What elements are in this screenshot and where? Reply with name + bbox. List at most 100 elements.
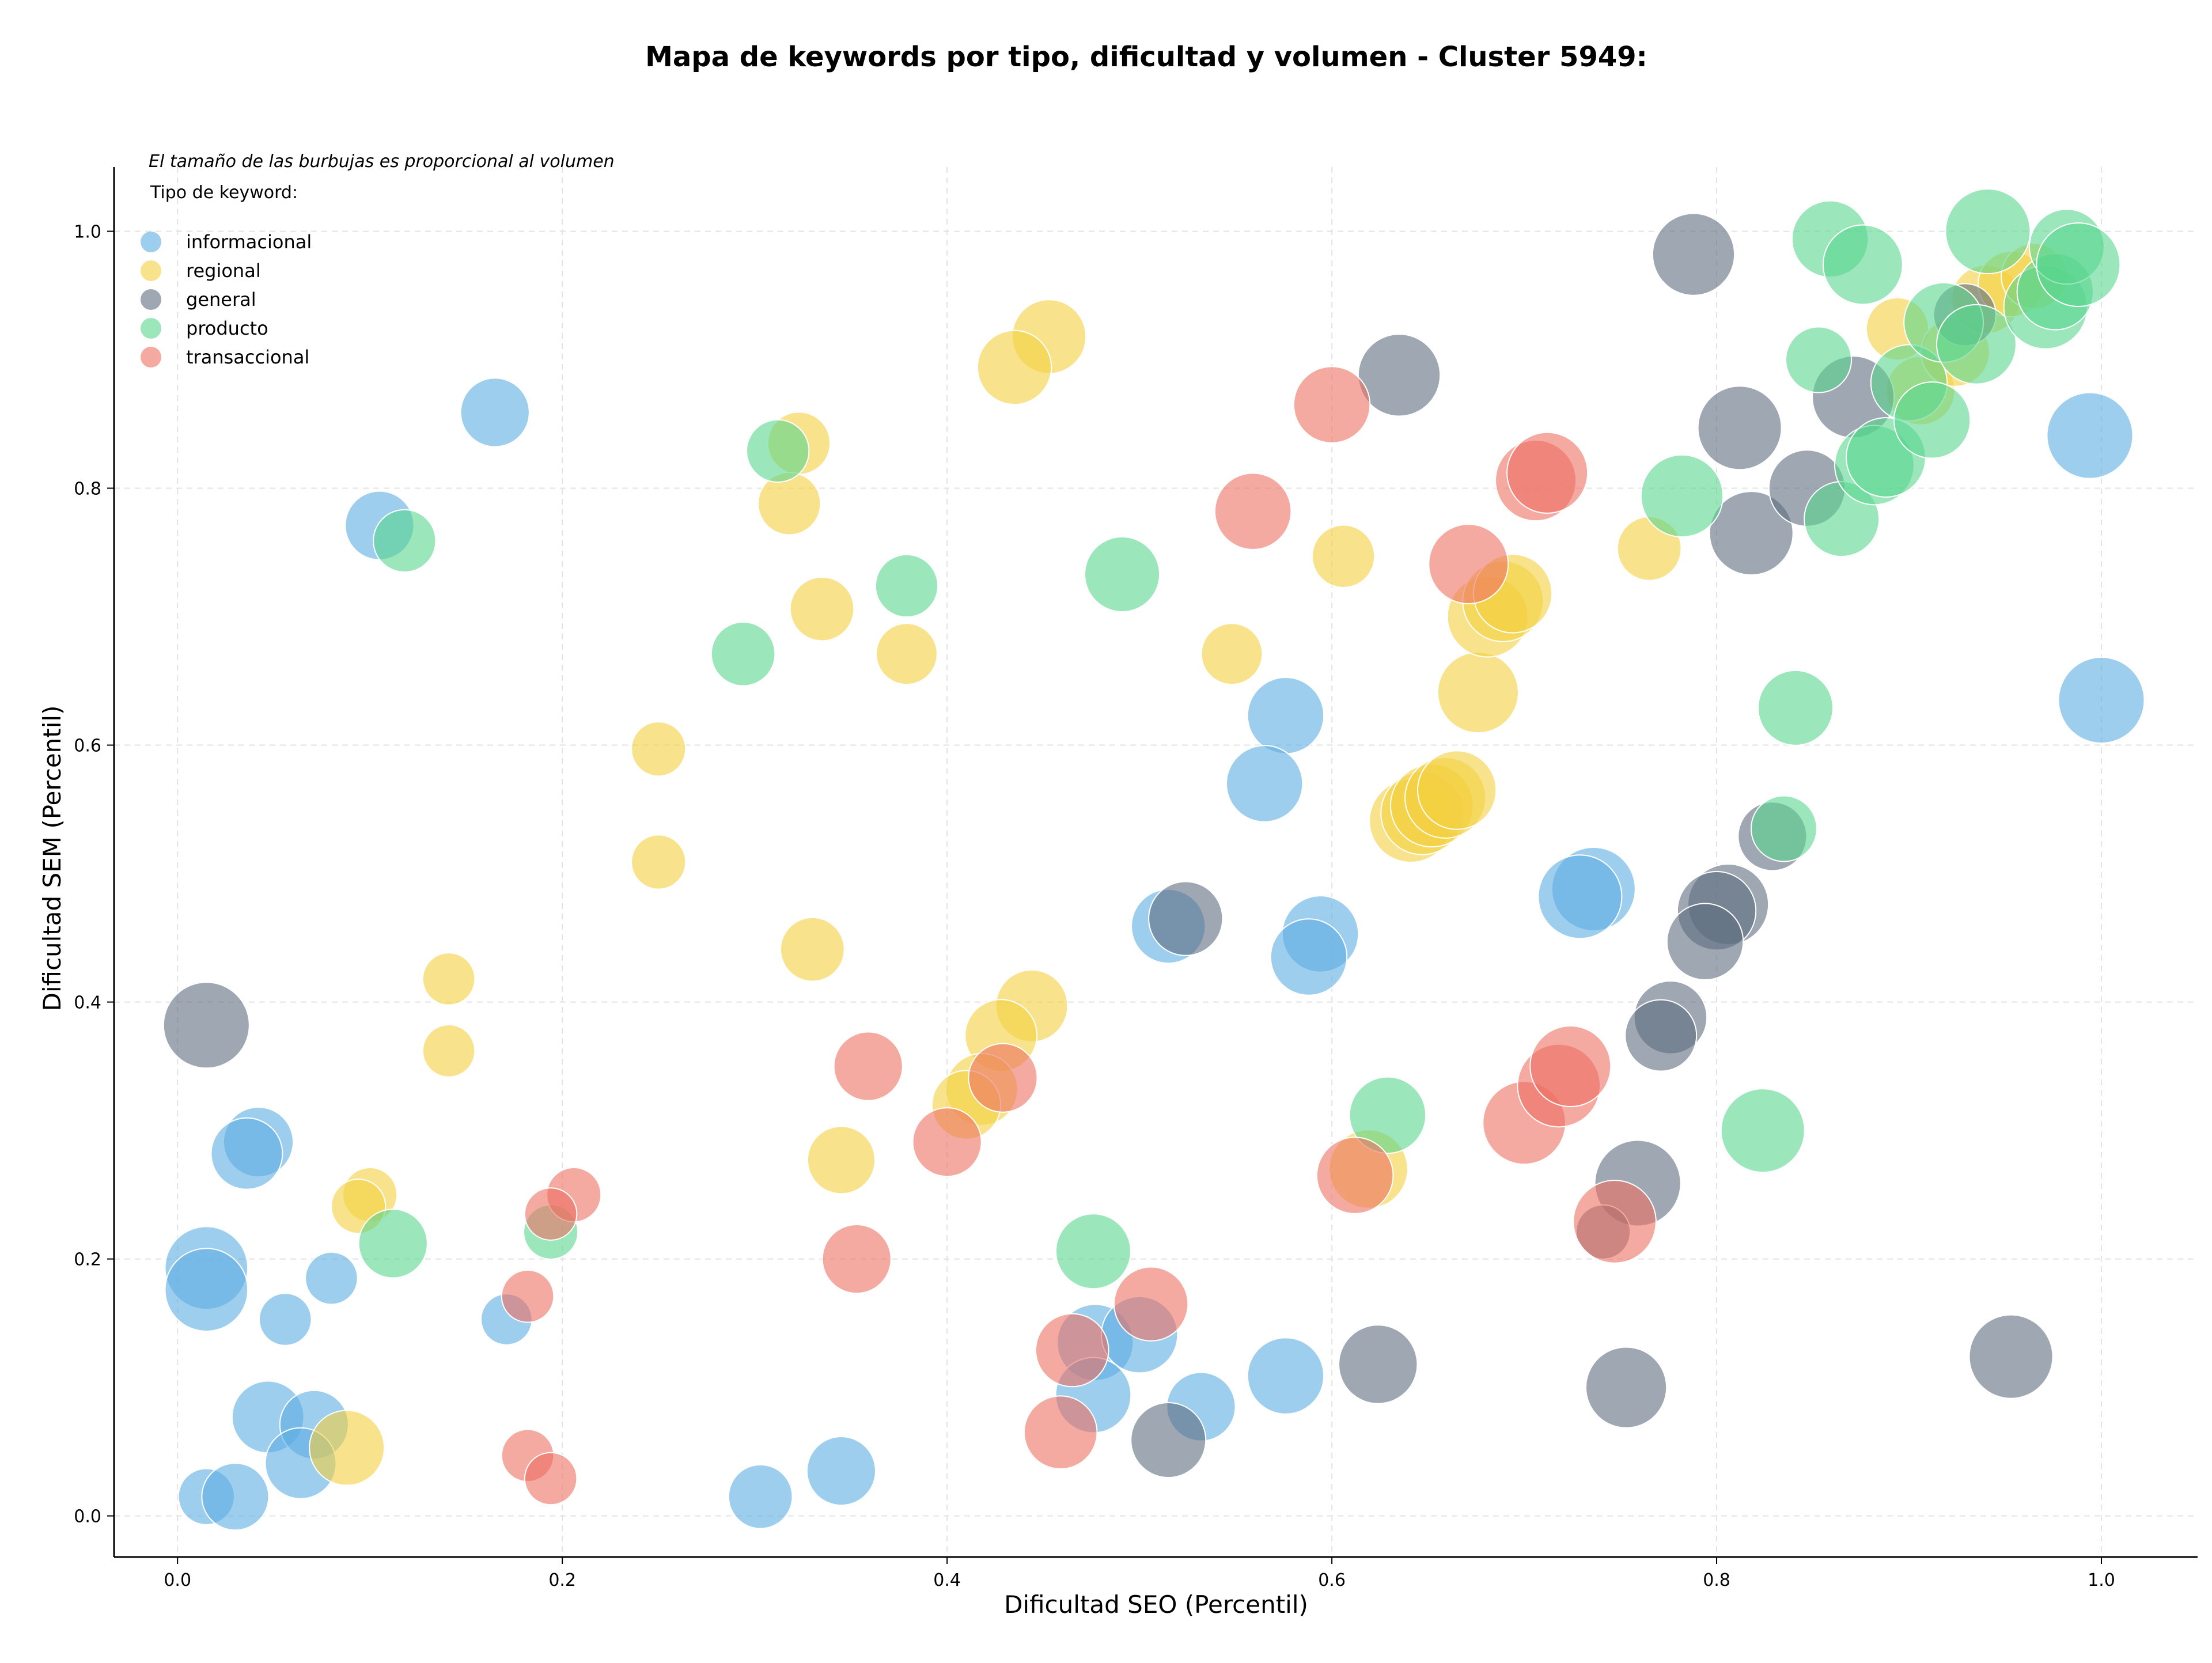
y-tick-label: 0.4	[74, 993, 101, 1013]
data-point-producto	[1936, 304, 2017, 385]
legend-label-regional: regional	[186, 260, 261, 282]
data-point-informacional	[728, 1464, 793, 1529]
y-axis-label: Dificultad SEM (Percentil)	[38, 706, 66, 1012]
legend-label-general: general	[186, 289, 256, 310]
legend-marker-informacional	[141, 232, 161, 252]
data-point-informacional	[305, 1251, 358, 1305]
legend-marker-producto	[141, 318, 161, 339]
data-point-informacional	[201, 1463, 270, 1531]
x-tick-label: 0.8	[1703, 1570, 1730, 1590]
data-point-producto	[1084, 536, 1161, 612]
data-point-producto	[1720, 1088, 1805, 1173]
x-tick-label: 0.0	[164, 1570, 191, 1590]
data-point-informacional	[2046, 392, 2134, 479]
data-point-producto	[1822, 224, 1903, 305]
data-point-informacional	[1247, 1337, 1325, 1415]
data-point-regional	[1311, 524, 1376, 588]
data-point-general	[1148, 881, 1224, 956]
data-point-informacional	[2058, 656, 2145, 744]
data-point-transaccional	[968, 1043, 1038, 1113]
data-point-informacional	[1247, 677, 1325, 755]
data-point-regional	[1200, 623, 1263, 685]
data-point-informacional	[210, 1117, 283, 1190]
data-point-transaccional	[1428, 524, 1509, 605]
data-points	[162, 188, 2145, 1531]
data-point-transaccional	[1113, 1266, 1189, 1342]
legend-marker-transaccional	[141, 347, 161, 368]
data-point-informacional	[258, 1293, 312, 1346]
data-point-producto	[1893, 381, 1971, 459]
data-point-transaccional	[1293, 366, 1371, 444]
data-point-general	[162, 982, 250, 1069]
chart-subtitle: El tamaño de las burbujas es proporciona…	[149, 151, 615, 172]
y-tick-label: 0.8	[74, 479, 101, 499]
x-tick-label: 0.6	[1318, 1570, 1346, 1590]
y-tick-label: 1.0	[74, 222, 101, 243]
legend: Tipo de keyword: informacional regional ge…	[141, 183, 312, 368]
data-point-transaccional	[1035, 1313, 1109, 1388]
data-point-informacional	[164, 1248, 249, 1332]
data-point-regional	[422, 1024, 476, 1078]
y-tick-label: 0.0	[74, 1507, 101, 1527]
data-point-transaccional	[1316, 1137, 1394, 1214]
data-point-producto	[1640, 454, 1724, 538]
x-tick-label: 1.0	[2088, 1570, 2115, 1590]
data-point-producto	[874, 554, 939, 618]
data-point-general	[1130, 1402, 1207, 1479]
x-tick-label: 0.4	[933, 1570, 961, 1590]
legend-marker-regional	[141, 260, 161, 281]
data-point-producto	[1055, 1213, 1131, 1290]
data-point-regional	[422, 952, 476, 1006]
data-point-general	[1624, 999, 1698, 1072]
data-point-producto	[1750, 795, 1817, 862]
data-point-transaccional	[1214, 472, 1292, 550]
data-point-transaccional	[821, 1224, 892, 1294]
data-point-regional	[309, 1410, 385, 1486]
data-point-transaccional	[501, 1270, 555, 1323]
data-point-producto	[373, 509, 437, 573]
data-point-general	[1697, 385, 1782, 471]
data-point-producto	[746, 419, 810, 483]
chart-title: Mapa de keywords por tipo, dificultad y …	[645, 41, 1647, 73]
data-point-producto	[1785, 326, 1853, 393]
legend-label-producto: producto	[186, 317, 268, 339]
data-point-transaccional	[1573, 1180, 1657, 1264]
data-point-transaccional	[524, 1452, 578, 1506]
data-point-regional	[876, 623, 938, 685]
data-point-informacional	[1225, 745, 1304, 823]
data-point-regional	[806, 1126, 876, 1195]
data-point-producto	[1945, 188, 2031, 275]
data-point-producto	[710, 621, 776, 687]
data-point-informacional	[460, 377, 530, 448]
data-point-general	[1666, 903, 1744, 980]
data-point-transaccional	[912, 1107, 982, 1177]
x-tick-label: 0.2	[548, 1570, 576, 1590]
data-point-transaccional	[833, 1031, 903, 1101]
y-tick-label: 0.2	[74, 1250, 101, 1270]
data-point-informacional	[1537, 854, 1623, 940]
legend-label-transaccional: transaccional	[186, 346, 309, 368]
data-point-transaccional	[524, 1187, 578, 1241]
data-point-regional	[757, 472, 821, 536]
x-axis-label: Dificultad SEO (Percentil)	[1004, 1590, 1308, 1619]
y-tick-label: 0.6	[74, 736, 101, 756]
legend-label-informacional: informacional	[186, 231, 312, 253]
legend-title: Tipo de keyword:	[150, 183, 298, 203]
data-point-producto	[1349, 1076, 1427, 1154]
data-point-producto	[358, 1209, 428, 1279]
data-point-general	[1968, 1314, 2054, 1399]
data-point-informacional	[1270, 918, 1348, 996]
data-point-transaccional	[1529, 1025, 1612, 1108]
data-point-transaccional	[1506, 431, 1589, 514]
data-point-regional	[1437, 651, 1519, 734]
data-point-general	[1709, 491, 1794, 576]
data-point-general	[1652, 213, 1736, 296]
data-point-general	[1357, 334, 1441, 417]
data-point-informacional	[806, 1436, 877, 1506]
data-point-producto	[2036, 222, 2121, 308]
data-point-transaccional	[1023, 1395, 1098, 1469]
data-point-regional	[631, 721, 687, 777]
data-point-regional	[780, 916, 845, 982]
